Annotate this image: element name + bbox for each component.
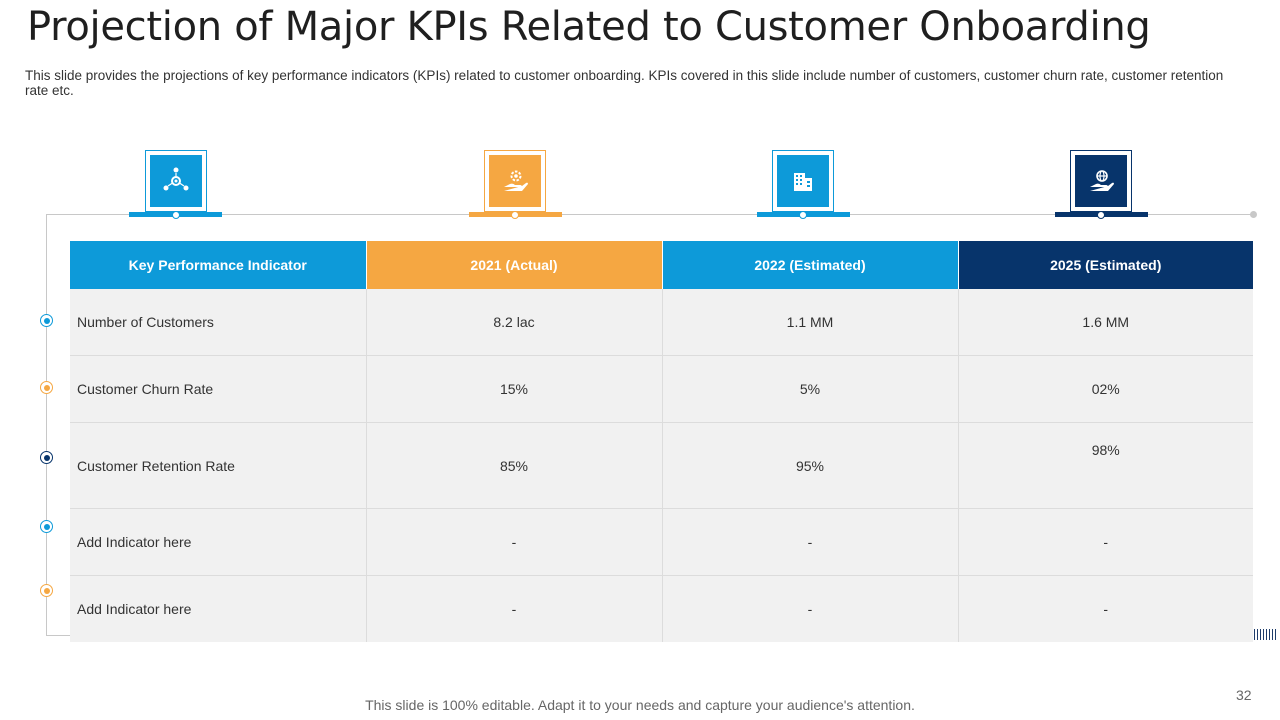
page-subtitle: This slide provides the projections of k… bbox=[25, 68, 1224, 98]
table-cell: 1.1 MM bbox=[662, 289, 959, 356]
table-cell: - bbox=[662, 508, 959, 576]
table-cell: - bbox=[366, 575, 663, 642]
table-cell: 8.2 lac bbox=[366, 289, 663, 356]
row-bullet bbox=[40, 381, 53, 394]
timeline-node bbox=[1097, 211, 1105, 219]
header-kpi: Key Performance Indicator bbox=[70, 241, 367, 289]
table-cell: 85% bbox=[366, 422, 663, 509]
row-bullet bbox=[40, 520, 53, 533]
network-gear-icon bbox=[163, 167, 189, 191]
timeline-node bbox=[172, 211, 180, 219]
kpi-icon-box bbox=[772, 150, 834, 212]
table-cell: - bbox=[958, 575, 1253, 642]
kpi-label: Number of Customers bbox=[70, 289, 367, 356]
page-number: 32 bbox=[1236, 687, 1252, 703]
kpi-table: Key Performance Indicator 2021 (Actual) … bbox=[70, 241, 1253, 642]
frame-left-line bbox=[46, 214, 47, 635]
row-bullet bbox=[40, 584, 53, 597]
timeline-node bbox=[799, 211, 807, 219]
table-row: Customer Churn Rate 15% 5% 02% bbox=[70, 355, 1253, 423]
table-cell: 98% bbox=[958, 422, 1253, 509]
row-bullet bbox=[40, 314, 53, 327]
footer-note: This slide is 100% editable. Adapt it to… bbox=[365, 697, 915, 713]
header-2022: 2022 (Estimated) bbox=[662, 241, 959, 289]
table-cell: 5% bbox=[662, 355, 959, 423]
table-cell: 1.6 MM bbox=[958, 289, 1253, 356]
table-cell: - bbox=[662, 575, 959, 642]
kpi-label: Add Indicator here bbox=[70, 575, 367, 642]
row-bullet bbox=[40, 451, 53, 464]
table-cell: 95% bbox=[662, 422, 959, 509]
hand-globe-icon bbox=[1090, 170, 1114, 191]
table-cell: 02% bbox=[958, 355, 1253, 423]
kpi-label: Customer Retention Rate bbox=[70, 422, 367, 509]
table-row: Number of Customers 8.2 lac 1.1 MM 1.6 M… bbox=[70, 289, 1253, 356]
building-icon bbox=[794, 173, 812, 191]
frame-end-dot bbox=[1250, 211, 1257, 218]
table-cell: - bbox=[366, 508, 663, 576]
page-title: Projection of Major KPIs Related to Cust… bbox=[27, 4, 1151, 50]
table-row: Add Indicator here - - - bbox=[70, 575, 1253, 642]
kpi-label: Customer Churn Rate bbox=[70, 355, 367, 423]
timeline-node bbox=[511, 211, 519, 219]
table-row: Customer Retention Rate 85% 95% 98% bbox=[70, 422, 1253, 509]
kpi-icon-box bbox=[484, 150, 546, 212]
header-2025: 2025 (Estimated) bbox=[958, 241, 1253, 289]
table-row: Add Indicator here - - - bbox=[70, 508, 1253, 576]
kpi-label: Add Indicator here bbox=[70, 508, 367, 576]
header-2021: 2021 (Actual) bbox=[366, 241, 663, 289]
table-header-row: Key Performance Indicator 2021 (Actual) … bbox=[70, 241, 1253, 289]
table-cell: - bbox=[958, 508, 1253, 576]
table-cell: 15% bbox=[366, 355, 663, 423]
kpi-icon-box bbox=[145, 150, 207, 212]
frame-top-line bbox=[46, 214, 1254, 215]
hand-gear-icon bbox=[504, 170, 528, 191]
kpi-icon-box bbox=[1070, 150, 1132, 212]
